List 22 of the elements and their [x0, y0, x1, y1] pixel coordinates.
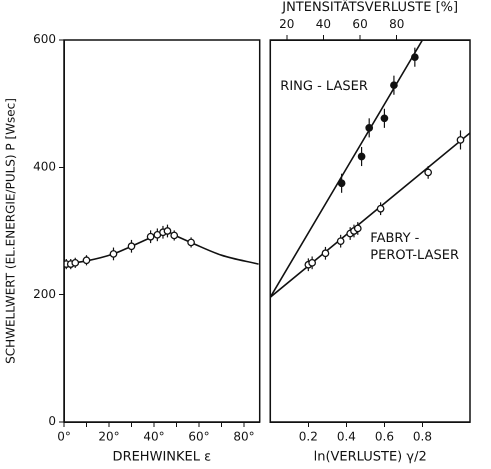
series-label: RING - LASER — [280, 78, 368, 94]
y-axis-title: SCHWELLWERT (EL.ENERGIE/PULS) P [Wsec] — [3, 98, 18, 364]
x2-tick-label: 20 — [279, 16, 294, 31]
x-tick-label: 0.2 — [298, 429, 318, 444]
y-tick-label: 200 — [33, 286, 56, 301]
series-label: FABRY - PEROT-LASER — [370, 230, 460, 263]
y-tick-label: 0 — [48, 414, 56, 428]
x-tick-label: 40° — [143, 429, 165, 444]
x-tick-label: 80° — [233, 429, 255, 444]
x2-tick-label: 60 — [352, 16, 368, 31]
y-tick-label: 600 — [33, 32, 56, 46]
x2-tick-label: 80 — [389, 16, 404, 31]
x-tick-label: 60° — [188, 429, 210, 444]
x-tick-label: 0° — [57, 429, 71, 444]
x-axis-title: DREHWINKEL ε — [112, 450, 212, 465]
x-tick-label: 0.6 — [374, 429, 394, 444]
x-tick-label: 20° — [98, 429, 120, 444]
x-tick-label: 0.8 — [412, 429, 432, 444]
x-tick-label: 0.4 — [336, 429, 356, 444]
x2-tick-label: 40 — [316, 16, 332, 31]
y-tick-label: 400 — [33, 159, 56, 174]
x-axis-title: ln(VERLUSTE) γ/2 — [314, 450, 427, 465]
